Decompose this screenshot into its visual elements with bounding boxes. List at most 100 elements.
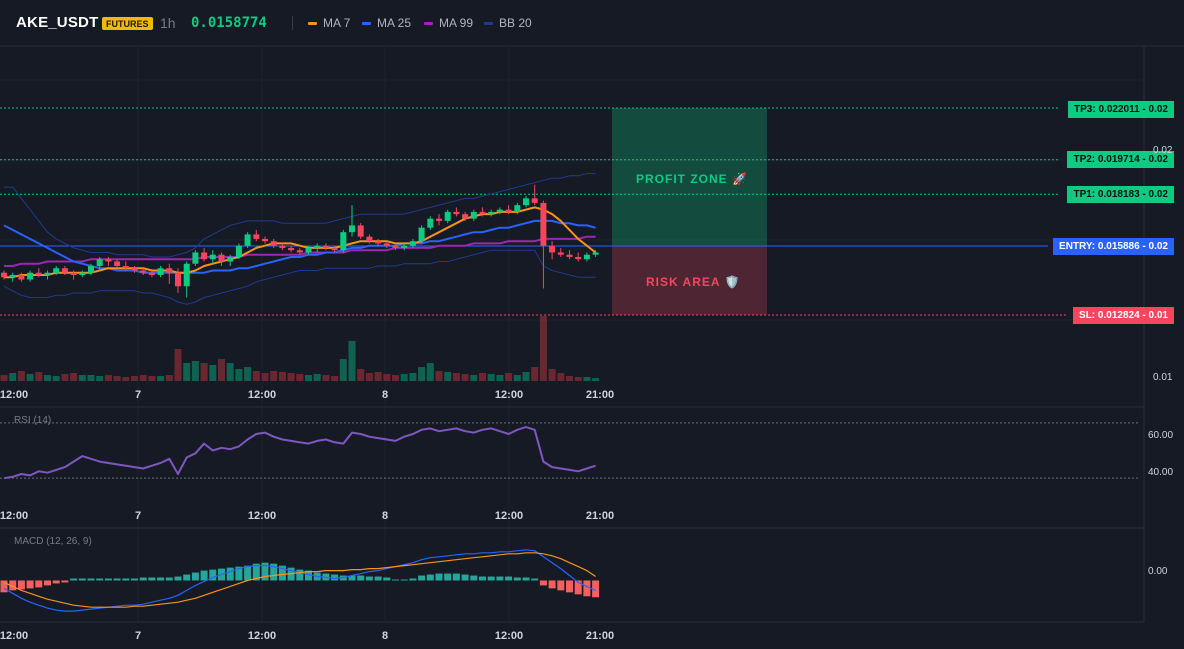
tp2-tag[interactable]: TP2: 0.019714 - 0.02 (1067, 151, 1174, 168)
time-label: 21:00 (585, 510, 615, 522)
macd-hist-bar (244, 565, 252, 581)
legend-ma99[interactable]: MA 99 (424, 16, 473, 30)
candle-body (235, 245, 242, 257)
volume-bar (331, 376, 339, 381)
macd-hist-bar (148, 577, 156, 581)
candle-body (288, 247, 295, 251)
candle-body (79, 272, 86, 275)
macd-hist-bar (78, 578, 86, 581)
time-label: 8 (381, 510, 389, 522)
macd-hist-bar (531, 578, 539, 581)
candle-body (314, 245, 321, 248)
candle-body (35, 272, 42, 275)
volume-bar (44, 375, 51, 381)
volume-bar (52, 376, 60, 381)
macd-hist-bar (270, 563, 278, 581)
candle-body (96, 259, 103, 266)
time-label: 7 (134, 389, 142, 401)
volume-bar (270, 371, 278, 381)
macd-hist-bar (496, 576, 504, 581)
macd-hist-bar (305, 570, 312, 581)
volume-bar (322, 375, 330, 381)
volume-bar (574, 377, 582, 381)
macd-hist-bar (331, 574, 339, 581)
time-label: 7 (134, 630, 142, 642)
timeframe-label[interactable]: 1h (160, 15, 176, 31)
macd-hist-bar (157, 577, 165, 581)
sl-price: 0.01 (1148, 310, 1168, 321)
legend-bb20[interactable]: BB 20 (484, 16, 532, 30)
volume-bar (531, 367, 539, 381)
volume-bar (409, 373, 417, 381)
volume-bar (566, 376, 573, 381)
volume-bar (374, 372, 382, 381)
tp1-tag[interactable]: TP1: 0.018183 - 0.02 (1067, 186, 1174, 203)
candle-body (296, 250, 303, 253)
profit-zone (612, 108, 767, 247)
legend-swatch-icon (362, 21, 371, 25)
volume-bar (539, 316, 547, 381)
volume-bar (557, 373, 565, 381)
legend-bb20-label: BB 20 (499, 16, 532, 30)
candle-body (88, 265, 94, 273)
grid-lines (0, 45, 1184, 623)
macd-hist-bar (435, 573, 443, 581)
volume-bar (104, 375, 112, 381)
macd-hist-bar (479, 576, 486, 581)
candle-body (1, 272, 7, 278)
volume-bar (122, 377, 130, 381)
volume-bar (157, 376, 165, 381)
candle-body (357, 225, 364, 237)
ma7-line (4, 206, 597, 279)
volume-bar (548, 369, 556, 381)
macd-hist-bar (278, 565, 286, 581)
candle-body (201, 252, 208, 260)
macd-pane (0, 549, 600, 612)
time-label: 12:00 (0, 630, 29, 642)
rsi-line (3, 426, 596, 480)
sl-tag[interactable]: SL: 0.012824 - 0.01 (1073, 307, 1174, 324)
volume-bar (261, 373, 269, 381)
tp3-tag[interactable]: TP3: 0.022011 - 0.02 (1068, 101, 1174, 118)
volume-bar (96, 376, 104, 381)
time-label: 8 (381, 630, 389, 642)
volume-bar (592, 378, 600, 381)
macd-hist-bar (444, 573, 452, 581)
macd-hist-bar (26, 580, 34, 589)
candle-body (488, 211, 495, 215)
macd-hist-bar (131, 578, 138, 581)
candle-body (444, 211, 451, 221)
volume-bars (0, 316, 600, 381)
macd-hist-bar (548, 580, 556, 589)
legend-ma7[interactable]: MA 7 (308, 16, 350, 30)
volume-bar (513, 375, 521, 381)
macd-hist-bar (52, 580, 60, 584)
tp2-price: 0.02 (1148, 154, 1168, 165)
legend-ma25[interactable]: MA 25 (362, 16, 411, 30)
macd-hist-bar (357, 575, 365, 581)
candle-body (427, 218, 434, 228)
volume-bar (87, 375, 95, 381)
legend-ma99-label: MA 99 (439, 16, 474, 30)
macd-hist-bar (365, 576, 373, 581)
macd-hist-bar (418, 575, 426, 581)
candle-body (192, 252, 199, 264)
entry-tag[interactable]: ENTRY: 0.015886 - 0.02 (1053, 238, 1174, 255)
symbol-title[interactable]: AKE_USDT (16, 14, 99, 31)
candle-body (44, 272, 51, 275)
volume-bar (470, 375, 478, 381)
volume-bar (26, 374, 34, 381)
macd-hist-bar (296, 569, 304, 581)
price-axis-bottom: 0.01 (1153, 372, 1173, 383)
macd-hist-bar (104, 578, 112, 581)
macd-title: MACD (12, 26, 9) (14, 536, 92, 547)
candle-body (114, 261, 121, 266)
volume-bar (244, 367, 252, 381)
volume-bar (461, 374, 469, 381)
candle-body (157, 268, 164, 275)
volume-bar (226, 363, 234, 381)
volume-bar (9, 373, 17, 381)
macd-hist-bar (252, 563, 260, 581)
macd-hist-bar (139, 577, 147, 581)
